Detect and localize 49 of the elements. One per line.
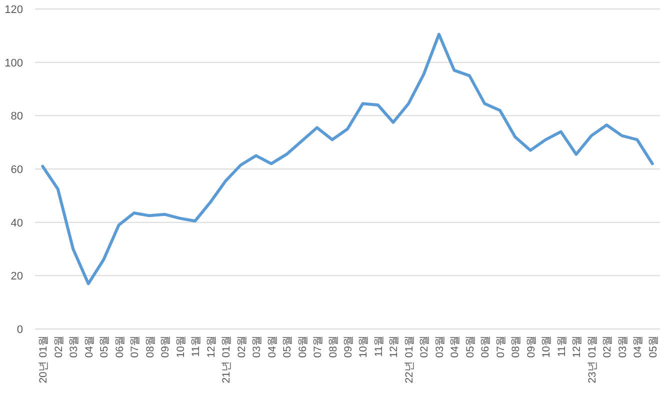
x-tick-label: 11월 xyxy=(372,335,385,357)
x-tick-label: 05월 xyxy=(98,335,111,358)
x-tick-label: 07월 xyxy=(312,335,324,358)
x-tick-label: 07월 xyxy=(129,335,142,358)
y-tick-label: 40 xyxy=(10,217,23,230)
x-tick-label: 10월 xyxy=(358,335,370,358)
x-tick-label: 04월 xyxy=(266,335,278,358)
x-tick-label: 02월 xyxy=(602,335,614,358)
x-tick-label: 21년 01월 xyxy=(220,335,233,384)
y-tick-label: 20 xyxy=(10,270,23,283)
y-tick-label: 80 xyxy=(10,110,23,123)
x-tick-label: 03월 xyxy=(616,335,629,358)
x-tick-label: 03월 xyxy=(68,335,80,358)
x-tick-label: 12월 xyxy=(571,335,584,358)
x-tick-label: 02월 xyxy=(52,335,65,358)
x-tick-label: 12월 xyxy=(205,335,218,358)
x-tick-label: 06월 xyxy=(296,335,309,358)
x-tick-label: 09월 xyxy=(160,335,172,358)
x-tick-label: 02월 xyxy=(236,335,248,358)
x-tick-label: 08월 xyxy=(144,335,156,358)
x-tick-label: 03월 xyxy=(434,335,446,358)
x-tick-label: 06월 xyxy=(480,335,492,358)
line-series xyxy=(41,32,654,286)
x-tick-label: 09월 xyxy=(525,335,538,358)
x-tick-label: 07월 xyxy=(494,335,507,358)
x-tick-label: 05월 xyxy=(647,335,660,358)
y-tick-label: 0 xyxy=(16,324,23,336)
x-tick-label: 20년 01월 xyxy=(38,335,50,384)
x-tick-label: 04월 xyxy=(83,335,96,358)
x-tick-label: 22년 01월 xyxy=(403,335,416,384)
x-tick-label: 06월 xyxy=(114,335,126,358)
x-tick-label: 09월 xyxy=(342,335,354,358)
x-tick-label: 04월 xyxy=(632,335,644,358)
x-tick-label: 03월 xyxy=(251,335,264,358)
y-tick-label: 120 xyxy=(4,4,23,16)
x-tick-label: 23년 01월 xyxy=(586,335,598,384)
x-tick-label: 10월 xyxy=(540,335,553,358)
x-tick-label: 08월 xyxy=(327,335,340,358)
y-tick-label: 100 xyxy=(4,57,23,70)
x-tick-label: 08월 xyxy=(510,335,522,358)
x-tick-label: 02월 xyxy=(418,335,431,358)
x-tick-label: 11월 xyxy=(556,335,568,357)
x-tick-label: 04월 xyxy=(449,335,462,358)
x-tick-label: 12월 xyxy=(388,335,400,358)
x-tick-label: 05월 xyxy=(464,335,476,358)
x-tick-label: 05월 xyxy=(282,335,294,358)
x-tick-label: 11월 xyxy=(190,335,202,357)
y-tick-label: 60 xyxy=(10,164,23,176)
x-tick-label: 10월 xyxy=(174,335,187,358)
